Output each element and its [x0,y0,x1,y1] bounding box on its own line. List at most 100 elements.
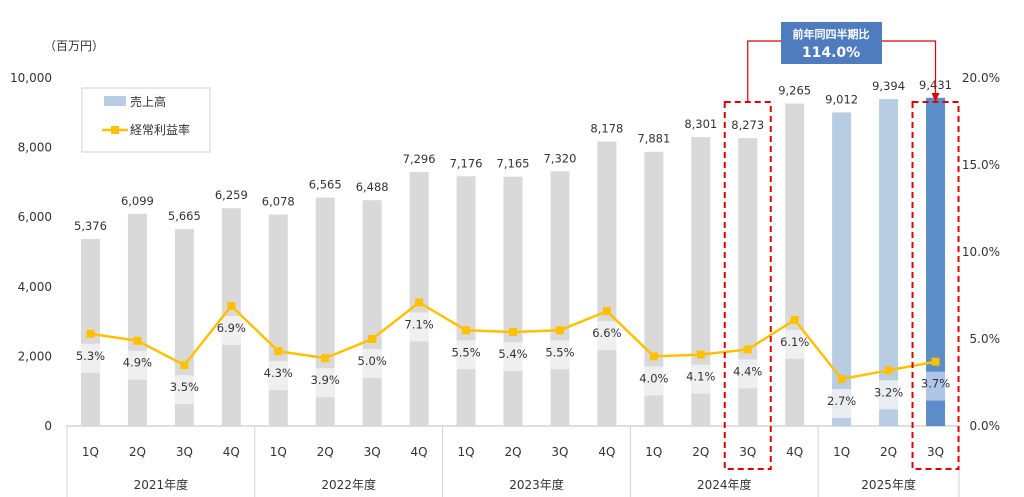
margin-marker [837,375,846,384]
margin-label-band [550,340,570,370]
sales-value-label: 7,176 [450,156,483,170]
bar-value-labels: 5,376 6,099 5,665 6,259 6,078 6,565 6,488 7,296… [74,78,952,233]
right-tick-label: 10.0% [962,245,1000,259]
right-tick-label: 20.0% [962,71,1000,85]
callout-connector-left [747,40,781,102]
margin-value-label: 3.7% [921,377,950,391]
highlight-box [911,101,960,470]
margin-label-band [456,340,476,370]
margin-marker [227,301,236,310]
margin-value-label: 4.3% [264,366,293,380]
margin-value-label: 4.9% [123,356,152,370]
sales-bar [268,214,288,426]
sales-bar [550,171,570,426]
margin-marker [509,328,517,337]
margin-marker [462,326,471,335]
quarter-label: 3Q [551,445,568,459]
margin-value-label: 3.2% [874,385,903,399]
margin-marker [931,357,940,366]
sales-bar [127,213,147,426]
sales-value-label: 7,320 [543,151,576,165]
margin-marker [86,329,95,338]
sales-value-label: 6,565 [309,178,342,192]
margin-label-band [738,359,758,389]
quarter-label: 3Q [739,445,756,459]
margin-label-band [127,350,147,380]
sales-value-label: 7,296 [403,152,436,166]
right-tick-label: 5.0% [970,332,1001,346]
margin-value-label: 6.9% [217,321,246,335]
margin-label-band [926,371,946,401]
margin-marker [743,345,752,354]
sales-bar [738,138,758,426]
quarter-label: 1Q [82,445,99,459]
fiscal-year-label: 2024年度 [697,477,752,492]
margin-label-band [174,375,194,405]
sales-value-label: 6,488 [356,180,389,194]
fiscal-year-label: 2022年度 [321,477,376,492]
x-axis-quarters: 1Q 2Q 3Q 4Q 1Q 2Q 3Q 4Q 1Q 2Q 3Q 4Q 1Q 2Q 3Q 4Q 1Q 2Q 3Q [82,445,944,459]
quarter-label: 4Q [786,445,803,459]
margin-value-labels: 5.3% 4.9% 3.5% 6.9% 4.3% 3.9% 5.0% 7.1% 5.5% 5.4%… [76,317,950,408]
margin-label-band [879,380,899,410]
sales-value-label: 7,881 [637,132,670,146]
margin-line-series [86,298,940,384]
sales-bars [80,97,946,427]
margin-value-label: 4.4% [733,364,762,378]
quarter-label: 4Q [598,445,615,459]
fiscal-year-label: 2025年度 [861,477,916,492]
sales-value-label: 8,301 [684,117,717,131]
highlight-box [723,101,772,470]
margin-label-band [409,312,429,342]
sales-bar [362,200,382,426]
quarter-label: 2Q [129,445,146,459]
fiscal-year-label: 2023年度 [509,477,564,492]
margin-value-label: 4.1% [686,370,715,384]
highlight-boxes [723,101,960,470]
left-tick-label: 4,000 [18,280,52,294]
left-tick-label: 6,000 [18,210,52,224]
margin-label-band [785,329,805,359]
quarter-label: 2Q [880,445,897,459]
sales-bar [785,103,805,426]
margin-value-label: 5.5% [545,345,574,359]
margin-label-band [503,342,523,372]
margin-marker [133,336,142,345]
margin-marker [274,347,283,356]
sales-bar [832,112,852,427]
left-tick-label: 10,000 [10,71,52,85]
margin-label-band [691,364,711,394]
quarter-label: 3Q [176,445,193,459]
callout-title: 前年同四半期比 [793,27,870,41]
callout-arrowhead [931,93,940,102]
left-axis-ticks: 0 2,000 4,000 6,000 8,000 10,000 [10,71,52,433]
quarter-label: 2Q [692,445,709,459]
legend-sales-label: 売上高 [130,94,166,109]
margin-label-band [268,361,288,391]
margin-label-band [597,321,617,351]
sales-bar [597,141,617,427]
sales-value-label: 9,265 [778,84,811,98]
quarter-label: 1Q [270,445,287,459]
margin-marker [884,366,893,375]
quarter-label: 1Q [645,445,662,459]
quarter-label: 2Q [317,445,334,459]
left-tick-label: 8,000 [18,141,52,155]
sales-value-label: 8,178 [590,121,623,135]
margin-value-label: 3.5% [170,380,199,394]
legend-margin-label: 経常利益率 [130,122,190,137]
margin-value-label: 6.1% [780,335,809,349]
margin-label-band [644,366,664,396]
margin-value-label: 6.6% [592,326,621,340]
margin-marker [321,354,330,363]
margin-value-label: 7.1% [404,317,433,331]
margin-marker [696,350,705,359]
sales-value-label: 5,665 [168,209,201,223]
quarter-label: 2Q [504,445,521,459]
margin-marker [180,361,189,370]
sales-value-label: 6,078 [262,194,295,208]
unit-label: （百万円） [44,39,104,53]
margin-label-band [315,368,335,398]
right-axis-ticks: 0.0% 5.0% 10.0% 15.0% 20.0% [962,71,1000,433]
margin-label-band [362,349,382,378]
